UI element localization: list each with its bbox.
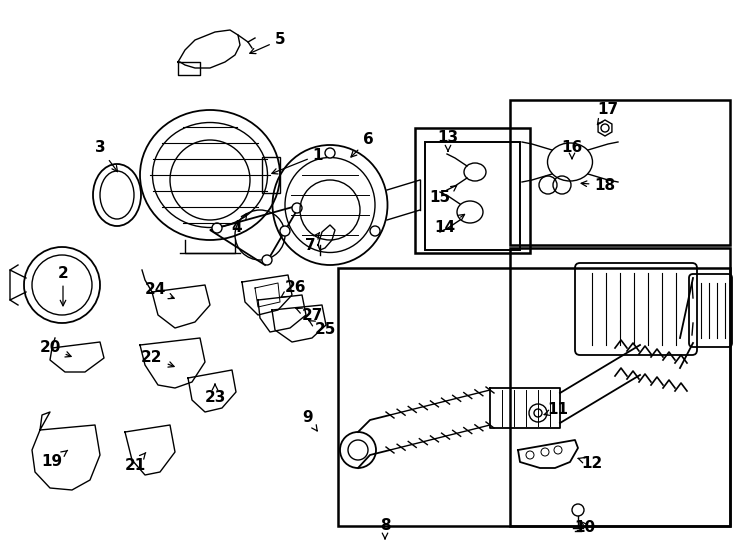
Text: 1: 1 xyxy=(272,147,323,174)
Text: 14: 14 xyxy=(435,214,465,235)
Circle shape xyxy=(325,148,335,158)
Bar xyxy=(510,100,730,245)
Text: 17: 17 xyxy=(597,103,619,125)
Circle shape xyxy=(262,255,272,265)
Text: 3: 3 xyxy=(95,140,117,172)
Text: 12: 12 xyxy=(578,456,603,470)
Text: 5: 5 xyxy=(250,32,286,53)
Text: 27: 27 xyxy=(296,307,323,322)
Bar xyxy=(510,248,730,526)
Text: 22: 22 xyxy=(141,350,174,367)
Circle shape xyxy=(292,203,302,213)
Bar xyxy=(338,268,730,526)
Text: 6: 6 xyxy=(351,132,374,157)
Text: 2: 2 xyxy=(58,266,68,306)
Text: 9: 9 xyxy=(302,410,317,431)
Text: 8: 8 xyxy=(379,517,390,539)
Text: 16: 16 xyxy=(562,140,583,159)
Bar xyxy=(425,142,520,250)
Circle shape xyxy=(541,448,549,456)
Text: 11: 11 xyxy=(544,402,569,417)
Text: 13: 13 xyxy=(437,131,459,151)
Text: 23: 23 xyxy=(204,384,225,406)
Text: 4: 4 xyxy=(232,213,247,235)
Circle shape xyxy=(280,226,290,236)
Text: 24: 24 xyxy=(145,282,174,299)
Circle shape xyxy=(212,223,222,233)
Bar xyxy=(262,157,280,193)
Text: 25: 25 xyxy=(309,321,335,338)
Circle shape xyxy=(526,451,534,459)
Text: 18: 18 xyxy=(581,178,616,192)
Text: 10: 10 xyxy=(575,519,595,535)
Text: 26: 26 xyxy=(281,280,306,298)
Circle shape xyxy=(554,446,562,454)
Text: 15: 15 xyxy=(429,186,457,206)
Text: 19: 19 xyxy=(41,450,68,469)
Bar xyxy=(415,128,530,253)
Text: 20: 20 xyxy=(40,341,71,357)
Circle shape xyxy=(370,226,380,236)
Text: 21: 21 xyxy=(124,453,146,472)
Text: 7: 7 xyxy=(305,232,319,253)
